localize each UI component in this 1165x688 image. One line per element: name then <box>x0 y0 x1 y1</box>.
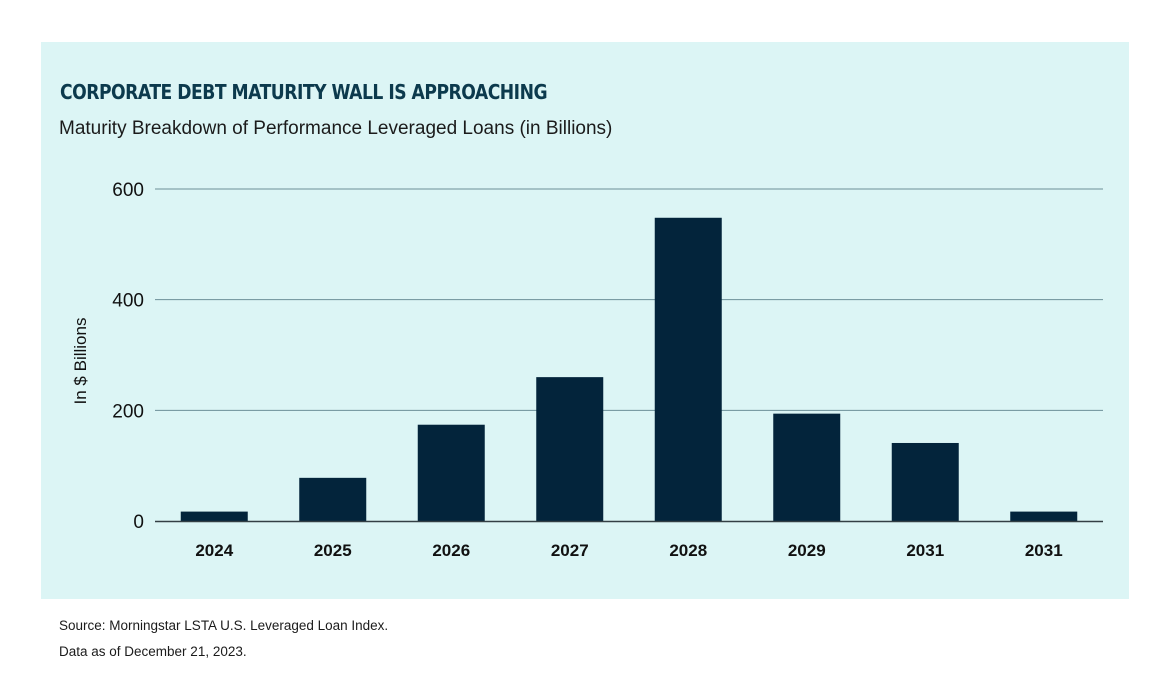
source-note: Source: Morningstar LSTA U.S. Leveraged … <box>59 618 389 633</box>
y-tick-label: 0 <box>133 512 144 533</box>
x-tick-label: 2031 <box>1025 541 1063 560</box>
x-tick-label: 2029 <box>788 541 826 560</box>
bar <box>891 442 959 521</box>
x-tick-label: 2026 <box>432 541 470 560</box>
data-date-note: Data as of December 21, 2023. <box>59 644 247 659</box>
x-tick-label: 2024 <box>195 541 233 560</box>
bar <box>180 511 248 521</box>
chart-subtitle: Maturity Breakdown of Performance Levera… <box>59 118 613 139</box>
bar <box>536 377 604 521</box>
bar <box>1010 511 1078 521</box>
y-axis-label: In $ Billions <box>71 318 90 405</box>
y-tick-label: 200 <box>112 401 144 422</box>
y-tick-label: 400 <box>112 291 144 312</box>
x-tick-label: 2031 <box>906 541 944 560</box>
y-tick-label: 600 <box>112 180 144 201</box>
bar <box>417 424 485 521</box>
bar <box>654 217 722 522</box>
bar <box>299 477 367 521</box>
chart-title: CORPORATE DEBT MATURITY WALL IS APPROACH… <box>60 80 548 104</box>
bar <box>773 413 841 521</box>
x-tick-label: 2025 <box>314 541 352 560</box>
x-tick-label: 2027 <box>551 541 589 560</box>
x-tick-label: 2028 <box>669 541 707 560</box>
